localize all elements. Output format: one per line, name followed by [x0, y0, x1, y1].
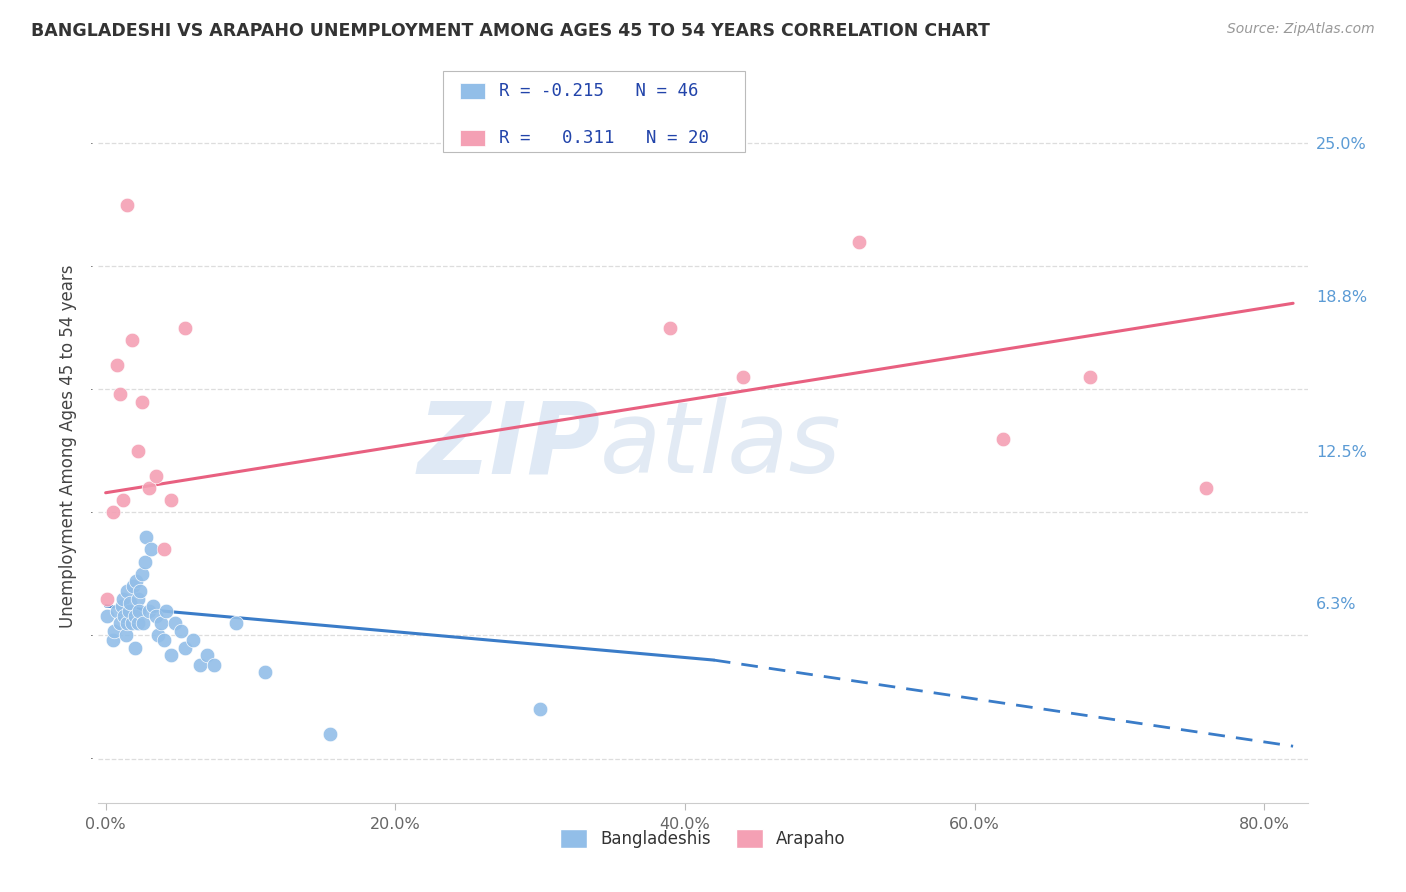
- Point: [121, 333, 143, 347]
- Point: [142, 599, 165, 613]
- Point: [159, 648, 181, 662]
- Text: R =   0.311   N = 20: R = 0.311 N = 20: [499, 128, 709, 146]
- Text: R = -0.215   N = 46: R = -0.215 N = 46: [499, 82, 699, 100]
- Point: [159, 493, 181, 508]
- Point: [105, 604, 128, 618]
- Point: [120, 597, 142, 611]
- Point: [155, 604, 177, 618]
- Point: [121, 616, 143, 631]
- Text: Source: ZipAtlas.com: Source: ZipAtlas.com: [1227, 22, 1375, 37]
- Point: [146, 628, 169, 642]
- Point: [659, 321, 682, 335]
- Point: [105, 358, 128, 372]
- Point: [174, 640, 197, 655]
- Point: [101, 633, 124, 648]
- Text: BANGLADESHI VS ARAPAHO UNEMPLOYMENT AMONG AGES 45 TO 54 YEARS CORRELATION CHART: BANGLADESHI VS ARAPAHO UNEMPLOYMENT AMON…: [31, 22, 990, 40]
- Point: [188, 658, 211, 673]
- Point: [1195, 481, 1218, 495]
- Point: [115, 628, 138, 642]
- Point: [319, 727, 342, 741]
- Point: [848, 235, 870, 249]
- Point: [145, 468, 167, 483]
- Point: [96, 608, 118, 623]
- Point: [132, 616, 155, 631]
- Point: [127, 591, 149, 606]
- Point: [128, 604, 150, 618]
- Point: [96, 591, 118, 606]
- Point: [103, 624, 125, 638]
- Point: [127, 444, 149, 458]
- Point: [181, 633, 204, 648]
- Point: [174, 321, 197, 335]
- Point: [149, 616, 172, 631]
- Point: [117, 616, 139, 631]
- Point: [112, 591, 135, 606]
- Point: [138, 604, 160, 618]
- Point: [131, 566, 153, 581]
- Point: [170, 624, 193, 638]
- Legend: Bangladeshis, Arapaho: Bangladeshis, Arapaho: [554, 822, 852, 855]
- Point: [731, 370, 754, 384]
- Point: [134, 555, 156, 569]
- Point: [127, 616, 149, 631]
- Point: [117, 198, 139, 212]
- Point: [152, 542, 174, 557]
- Point: [253, 665, 276, 680]
- Point: [131, 394, 153, 409]
- Point: [110, 599, 132, 613]
- Text: ZIP: ZIP: [418, 398, 600, 494]
- Point: [993, 432, 1015, 446]
- Point: [114, 608, 136, 623]
- Point: [118, 604, 141, 618]
- Point: [108, 616, 131, 631]
- Point: [124, 608, 146, 623]
- Point: [117, 584, 139, 599]
- Point: [129, 584, 152, 599]
- Point: [112, 493, 135, 508]
- Point: [152, 633, 174, 648]
- Y-axis label: Unemployment Among Ages 45 to 54 years: Unemployment Among Ages 45 to 54 years: [59, 264, 76, 628]
- Point: [122, 579, 145, 593]
- Point: [139, 542, 162, 557]
- Text: atlas: atlas: [600, 398, 842, 494]
- Point: [225, 616, 247, 631]
- Point: [138, 481, 160, 495]
- Point: [1080, 370, 1102, 384]
- Point: [202, 658, 225, 673]
- Point: [101, 505, 124, 519]
- Point: [195, 648, 218, 662]
- Point: [124, 640, 146, 655]
- Point: [165, 616, 187, 631]
- Point: [529, 702, 551, 716]
- Point: [108, 387, 131, 401]
- Point: [135, 530, 157, 544]
- Point: [145, 608, 167, 623]
- Point: [125, 574, 148, 589]
